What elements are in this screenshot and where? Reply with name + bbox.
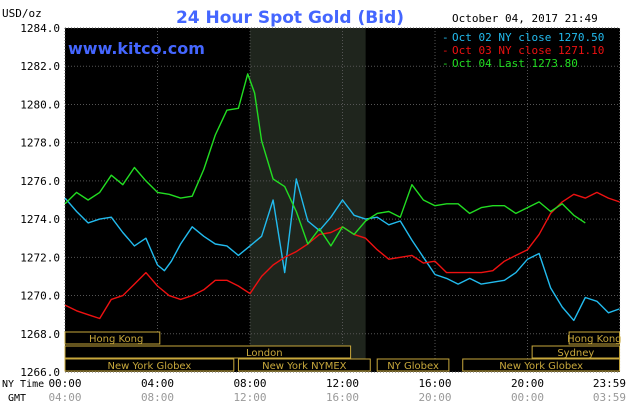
- y-tick-label: 1272.0: [20, 251, 60, 264]
- session-label: Hong Kong: [89, 334, 143, 345]
- session-bar: New York Globex: [462, 358, 621, 372]
- session-label: Hong Kong: [567, 334, 621, 345]
- session-label: London: [246, 348, 283, 359]
- y-tick-label: 1268.0: [20, 328, 60, 341]
- session-bar: New York Globex: [64, 358, 235, 372]
- y-tick-label: 1276.0: [20, 175, 60, 188]
- x-tick-label-gmt: 00:00: [511, 391, 544, 404]
- session-label: Sydney: [557, 348, 594, 359]
- x-tick-label-ny: 00:00: [48, 377, 81, 390]
- x-tick-label-gmt: 16:00: [326, 391, 359, 404]
- legend-entry: - Oct 03 NY close 1271.10: [442, 44, 604, 57]
- y-axis-ticks: 1284.0 1282.0 1280.0 1278.0 1276.0 1274.0 1272…: [20, 22, 60, 379]
- legend-marker: -: [442, 57, 449, 70]
- y-axis-unit-label: USD/oz: [2, 7, 42, 20]
- market-session-bars: Hong Kong London New York Globex New York N…: [64, 331, 622, 372]
- y-tick-label: 1266.0: [20, 366, 60, 379]
- session-box: [237, 358, 371, 372]
- x-tick-label-gmt: 20:00: [418, 391, 451, 404]
- session-box: [64, 331, 161, 345]
- x-axis-ticks: 00:0004:0004:0008:0008:0012:0012:0016:00…: [48, 377, 626, 404]
- session-bar: Hong Kong: [64, 331, 161, 345]
- price-series: [64, 73, 620, 322]
- session-label: NY Globex: [387, 361, 439, 372]
- y-tick-label: 1282.0: [20, 60, 60, 73]
- legend-marker: -: [442, 44, 449, 57]
- legend-entry: - Oct 02 NY close 1270.50: [442, 31, 604, 44]
- shaded-session-band: [250, 28, 366, 372]
- x-tick-label-gmt: 03:59: [593, 391, 626, 404]
- session-box: [568, 331, 621, 345]
- legend: - Oct 02 NY close 1270.50- Oct 03 NY close…: [442, 31, 604, 70]
- x-tick-label-ny: 16:00: [418, 377, 451, 390]
- session-box: [462, 358, 621, 372]
- chart-title: 24 Hour Spot Gold (Bid): [176, 8, 404, 28]
- y-tick-label: 1278.0: [20, 137, 60, 150]
- session-box: [531, 345, 621, 359]
- x-tick-label-ny: 20:00: [511, 377, 544, 390]
- y-tick-label: 1270.0: [20, 290, 60, 303]
- session-bar: Hong Kong: [567, 331, 622, 345]
- session-bar: New York NYMEX: [237, 358, 371, 372]
- session-bar: NY Globex: [376, 358, 450, 372]
- series-line-oct-04: [64, 73, 586, 247]
- session-label: New York NYMEX: [262, 361, 347, 372]
- legend-label: Oct 02 NY close 1270.50: [452, 31, 604, 44]
- x-tick-label-ny: 12:00: [326, 377, 359, 390]
- legend-marker: -: [442, 31, 449, 44]
- chart-timestamp: October 04, 2017 21:49: [452, 12, 598, 25]
- x-tick-label-ny: 23:59: [593, 377, 626, 390]
- session-box: [64, 358, 235, 372]
- series-line-oct-02: [64, 178, 620, 322]
- session-box: [376, 358, 450, 372]
- x-axis-ny-time-label: NY Time: [2, 379, 44, 390]
- y-tick-label: 1274.0: [20, 213, 60, 226]
- x-tick-label-gmt: 12:00: [233, 391, 266, 404]
- x-tick-label-gmt: 04:00: [48, 391, 81, 404]
- shaded-band: [250, 28, 366, 372]
- legend-label: Oct 04 Last 1273.80: [452, 57, 578, 70]
- kitco-watermark: www.kitco.com: [68, 39, 205, 58]
- x-axis-gmt-label: GMT: [8, 393, 26, 404]
- grid-lines: [64, 27, 621, 373]
- session-label: New York Globex: [107, 361, 191, 372]
- y-tick-label: 1280.0: [20, 98, 60, 111]
- session-box: [64, 345, 352, 359]
- x-tick-label-ny: 08:00: [233, 377, 266, 390]
- legend-entry: - Oct 04 Last 1273.80: [442, 57, 578, 70]
- session-bar: Sydney: [531, 345, 621, 359]
- session-bar: London: [64, 345, 352, 359]
- y-tick-label: 1284.0: [20, 22, 60, 35]
- x-tick-label-ny: 04:00: [141, 377, 174, 390]
- legend-label: Oct 03 NY close 1271.10: [452, 44, 604, 57]
- session-label: New York Globex: [499, 361, 583, 372]
- x-tick-label-gmt: 08:00: [141, 391, 174, 404]
